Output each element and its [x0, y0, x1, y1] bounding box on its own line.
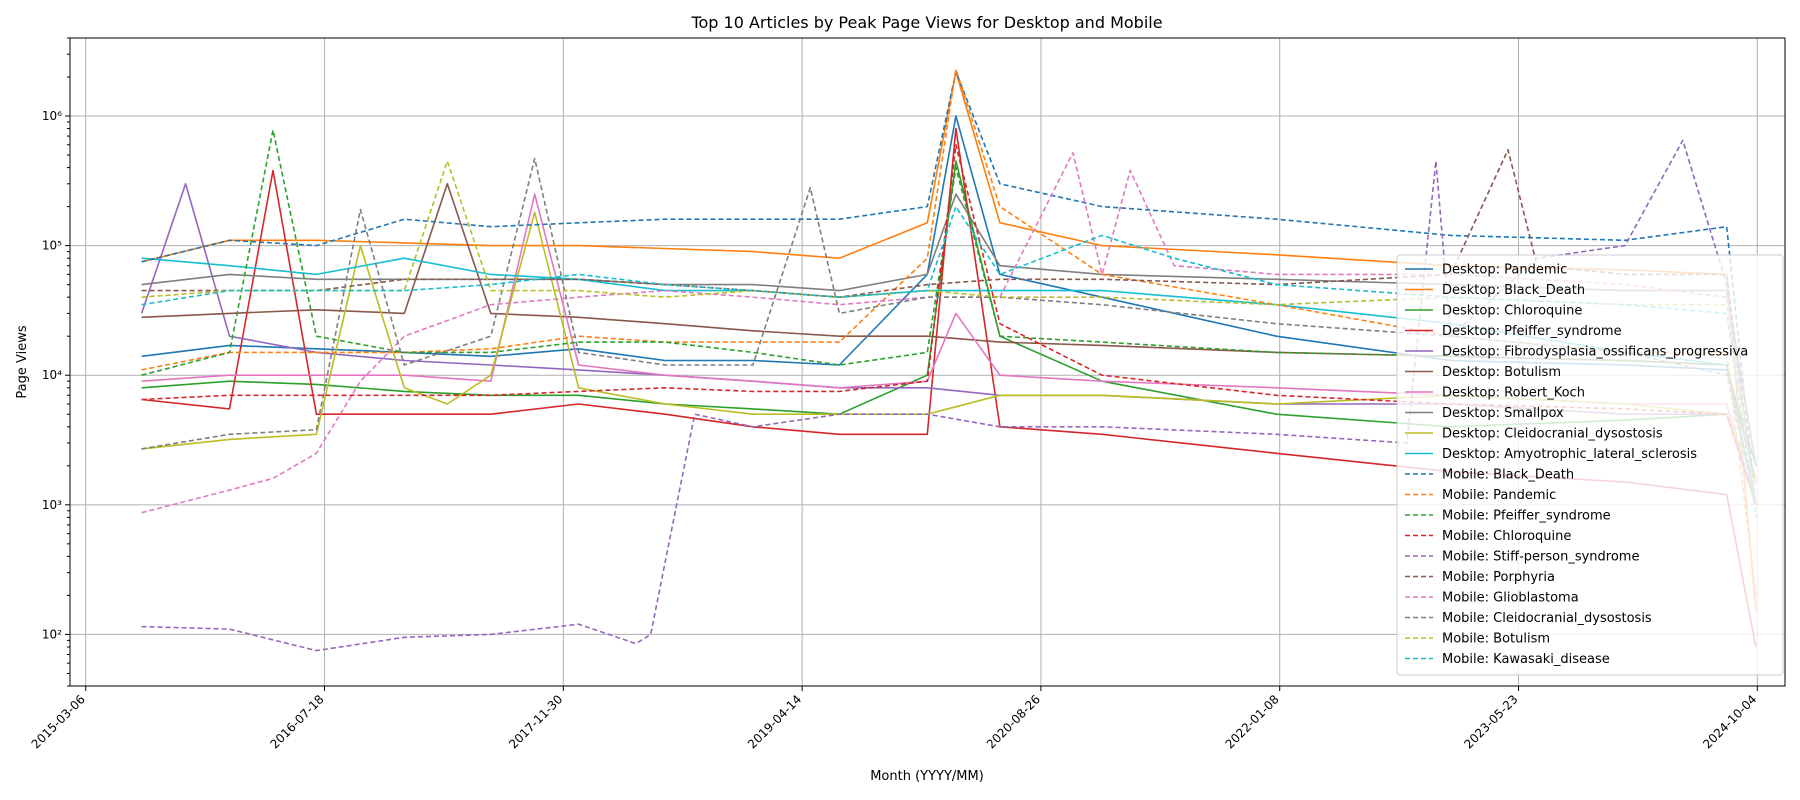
legend-entry: Mobile: Chloroquine: [1442, 529, 1571, 544]
x-tick-label: 2020-08-26: [984, 692, 1043, 751]
x-tick-label: 2017-11-30: [506, 692, 565, 751]
x-tick-label: 2022-01-08: [1223, 692, 1282, 751]
plot-frame: [69, 37, 1786, 687]
x-tick-label: 2015-03-06: [29, 692, 88, 751]
legend-box: [1396, 254, 1784, 676]
legend-entry: Mobile: Cleidocranial_dysostosis: [1442, 611, 1652, 626]
legend-entry: Mobile: Glioblastoma: [1442, 591, 1579, 606]
x-tick-label: 2016-07-18: [267, 692, 326, 751]
legend-entry: Desktop: Black_Death: [1442, 283, 1585, 298]
x-axis-label: Month (YYYY/MM): [870, 769, 984, 784]
series-line-17: [141, 157, 1757, 505]
legend-entry: Desktop: Pfeiffer_syndrome: [1442, 324, 1622, 339]
legend: Desktop: Pandemic Desktop: Black_Death Des…: [1396, 254, 1784, 676]
y-axis: 10² 10³ 10⁴ 10⁵ 10⁶: [42, 37, 70, 687]
legend-entry: Mobile: Pandemic: [1442, 488, 1556, 503]
legend-entry: Desktop: Pandemic: [1442, 263, 1567, 278]
y-tick-label: 10⁵: [42, 239, 62, 253]
x-tick-label: 2019-04-14: [745, 692, 804, 751]
legend-entry: Desktop: Smallpox: [1442, 406, 1564, 421]
legend-entry: Desktop: Fibrodysplasia_ossificans_progr…: [1442, 345, 1748, 360]
y-tick-label: 10⁴: [42, 368, 62, 382]
legend-entry: Desktop: Botulism: [1442, 365, 1561, 380]
legend-entry: Desktop: Cleidocranial_dysostosis: [1442, 427, 1663, 442]
y-axis-label: Page Views: [15, 325, 30, 398]
x-tick-label: 2023-05-23: [1461, 692, 1520, 751]
series-line-16: [141, 152, 1757, 514]
y-tick-label: 10³: [42, 498, 62, 512]
legend-entry: Mobile: Black_Death: [1442, 468, 1574, 483]
legend-entry: Mobile: Porphyria: [1442, 570, 1555, 585]
legend-entry: Mobile: Pfeiffer_syndrome: [1442, 509, 1611, 524]
x-axis: 2015-03-06 2016-07-18 2017-11-30 2019-04-14…: [29, 686, 1759, 751]
legend-entry: Mobile: Stiff-person_syndrome: [1442, 550, 1639, 565]
series-line-19: [141, 205, 1757, 518]
legend-entry: Desktop: Chloroquine: [1442, 304, 1582, 319]
legend-entry: Desktop: Amyotrophic_lateral_sclerosis: [1442, 447, 1697, 462]
x-tick-label: 2024-10-04: [1700, 692, 1759, 751]
series-line-13: [141, 144, 1757, 506]
legend-entry: Mobile: Kawasaki_disease: [1442, 652, 1610, 667]
legend-entry: Desktop: Robert_Koch: [1442, 386, 1585, 401]
series-line-14: [141, 139, 1757, 652]
legend-entry: Mobile: Botulism: [1442, 632, 1550, 647]
y-tick-label: 10²: [42, 627, 62, 641]
y-tick-label: 10⁶: [42, 109, 62, 123]
chart-title: Top 10 Articles by Peak Page Views for D…: [690, 13, 1162, 32]
